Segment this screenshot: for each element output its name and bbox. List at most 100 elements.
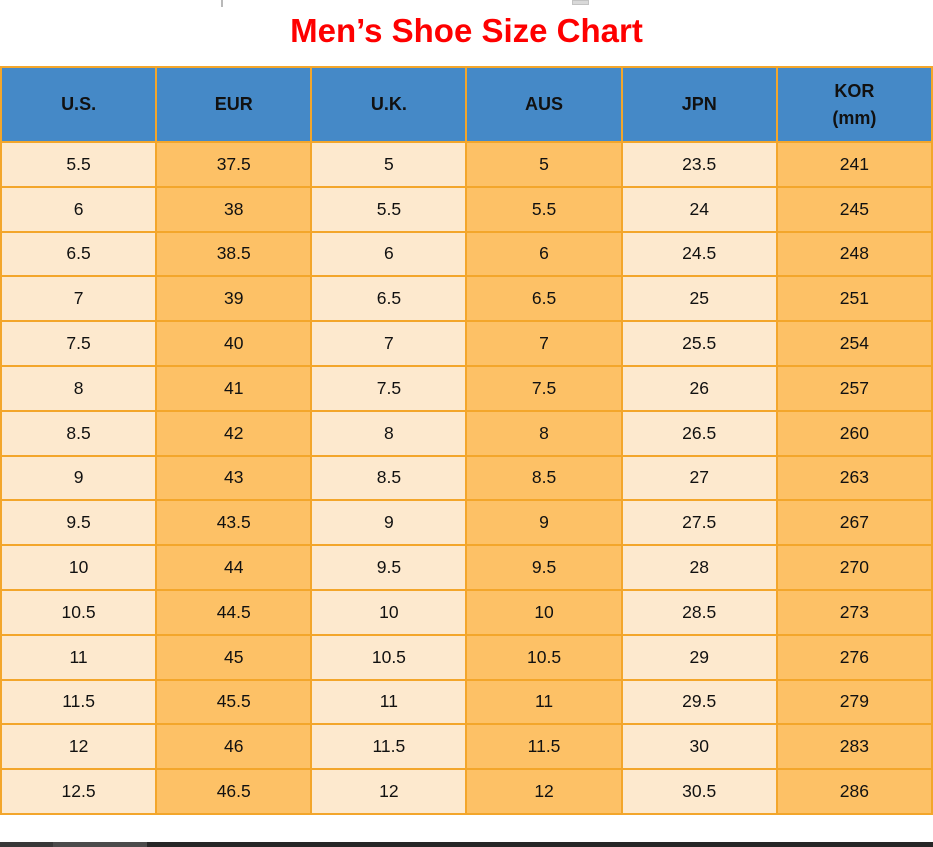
table-cell: 8 [0,364,158,412]
table-cell: 241 [775,141,933,188]
table-row: 10.5 44.5 10 10 28.5 273 [0,588,933,636]
table-cell: 267 [775,499,933,547]
column-header-jpn-label: JPN [681,94,717,115]
table-cell: 37.5 [155,141,313,188]
table-cell: 8.5 [310,454,468,502]
table-cell: 11 [0,633,158,681]
table-cell: 10 [0,544,158,591]
table-cell: 11 [465,678,623,726]
table-cell: 10 [310,588,468,636]
table-row: 9.5 43.5 9 9 27.5 267 [0,499,933,547]
table-row: 11.5 45.5 11 11 29.5 279 [0,678,933,726]
table-cell: 5 [310,141,468,188]
table-cell: 39 [155,275,313,323]
table-cell: 25 [620,275,778,323]
table-cell: 251 [775,275,933,323]
table-cell: 26 [620,364,778,412]
table-cell: 7.5 [0,320,158,367]
table-row: 8.5 42 8 8 26.5 260 [0,409,933,457]
table-cell: 260 [775,409,933,457]
table-cell: 24 [620,185,778,233]
table-cell: 24.5 [620,230,778,278]
table-cell: 6 [465,230,623,278]
table-cell: 26.5 [620,409,778,457]
table-cell: 5.5 [310,185,468,233]
table-cell: 8.5 [465,454,623,502]
column-header-aus: AUS [465,66,623,143]
screen-artifact-box [572,0,589,5]
table-row: 6.5 38.5 6 6 24.5 248 [0,230,933,278]
table-row: 12 46 11.5 11.5 30 283 [0,723,933,771]
table-row: 12.5 46.5 12 12 30.5 286 [0,768,933,815]
table-cell: 46.5 [155,768,313,815]
table-body: 5.5 37.5 5 5 23.5 241 6 38 5.5 5.5 24 245 6.5 38.5 6 6 2… [0,141,933,815]
table-cell: 11.5 [0,678,158,726]
table-cell: 286 [775,768,933,815]
table-cell: 6.5 [0,230,158,278]
table-cell: 263 [775,454,933,502]
table-cell: 6.5 [310,275,468,323]
table-cell: 29.5 [620,678,778,726]
window-edge [0,842,933,847]
table-cell: 8 [465,409,623,457]
table-cell: 46 [155,723,313,771]
table-cell: 30 [620,723,778,771]
table-cell: 28 [620,544,778,591]
table-cell: 8 [310,409,468,457]
table-cell: 11.5 [310,723,468,771]
column-header-jpn: JPN [620,66,778,143]
table-cell: 45 [155,633,313,681]
table-cell: 9.5 [465,544,623,591]
table-cell: 10.5 [310,633,468,681]
table-cell: 270 [775,544,933,591]
table-cell: 279 [775,678,933,726]
table-cell: 12 [465,768,623,815]
table-cell: 10 [465,588,623,636]
table-cell: 7 [0,275,158,323]
table-cell: 42 [155,409,313,457]
table-cell: 25.5 [620,320,778,367]
table-cell: 40 [155,320,313,367]
table-cell: 12 [310,768,468,815]
table-cell: 10.5 [465,633,623,681]
title-bar: Men’s Shoe Size Chart [0,0,933,66]
column-header-uk-label: U.K. [370,94,407,115]
table-cell: 11 [310,678,468,726]
table-cell: 23.5 [620,141,778,188]
table-row: 10 44 9.5 9.5 28 270 [0,544,933,591]
table-header: U.S. EUR U.K. AUS JPN KOR (mm) [0,66,933,143]
table-cell: 11.5 [465,723,623,771]
table-cell: 43 [155,454,313,502]
table-cell: 7.5 [465,364,623,412]
table-cell: 5.5 [0,141,158,188]
table-cell: 45.5 [155,678,313,726]
table-cell: 245 [775,185,933,233]
table-row: 6 38 5.5 5.5 24 245 [0,185,933,233]
table-cell: 12 [0,723,158,771]
window-edge-segment [53,842,147,847]
column-header-kor-label: KOR [834,81,875,102]
table-row: 9 43 8.5 8.5 27 263 [0,454,933,502]
table-cell: 7 [310,320,468,367]
table-row: 5.5 37.5 5 5 23.5 241 [0,141,933,188]
table-row: 7.5 40 7 7 25.5 254 [0,320,933,367]
table-cell: 276 [775,633,933,681]
table-cell: 29 [620,633,778,681]
table-cell: 44.5 [155,588,313,636]
table-cell: 7 [465,320,623,367]
table-cell: 254 [775,320,933,367]
table-cell: 28.5 [620,588,778,636]
table-row: 8 41 7.5 7.5 26 257 [0,364,933,412]
table-cell: 9.5 [310,544,468,591]
table-cell: 41 [155,364,313,412]
table-cell: 30.5 [620,768,778,815]
table-cell: 38.5 [155,230,313,278]
table-cell: 38 [155,185,313,233]
column-header-eur: EUR [155,66,313,143]
table-cell: 6 [0,185,158,233]
table-cell: 5.5 [465,185,623,233]
screen-artifact-tick [221,0,223,7]
table-cell: 6 [310,230,468,278]
table-cell: 10.5 [0,588,158,636]
